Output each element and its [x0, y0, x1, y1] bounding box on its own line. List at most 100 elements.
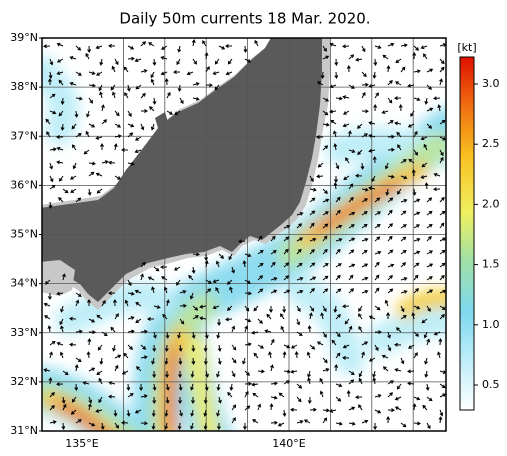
vector	[228, 253, 233, 261]
vector	[96, 188, 103, 194]
vector	[43, 44, 51, 49]
vector	[387, 249, 394, 255]
vector	[386, 65, 391, 73]
vector	[344, 318, 350, 325]
vector	[192, 96, 200, 101]
vector	[333, 130, 337, 138]
lat-label: 31°N	[10, 424, 38, 437]
vector	[216, 370, 220, 378]
vector	[400, 210, 407, 216]
vector	[322, 122, 330, 127]
vector	[335, 263, 342, 268]
vector	[283, 275, 290, 281]
vector	[140, 355, 148, 360]
vector	[396, 383, 402, 390]
vector	[335, 288, 342, 294]
vector	[56, 382, 64, 387]
vector	[348, 379, 355, 385]
vector	[87, 188, 92, 196]
vector	[342, 304, 350, 309]
vector	[88, 123, 96, 128]
vector	[426, 250, 434, 255]
vector	[205, 279, 212, 284]
vector	[374, 344, 379, 352]
vector	[342, 95, 350, 100]
vector	[242, 260, 247, 268]
vector	[110, 84, 116, 91]
vector	[400, 357, 405, 365]
vector	[333, 305, 338, 313]
vector	[98, 377, 103, 385]
vector	[335, 396, 342, 402]
vector	[316, 341, 324, 346]
vector	[135, 366, 142, 372]
vector	[413, 274, 419, 281]
vector	[433, 172, 441, 177]
current-speed-field	[42, 55, 446, 431]
vector	[381, 354, 389, 359]
colorbar-label: 2.5	[482, 137, 500, 150]
colorbar-label: 2.0	[482, 197, 500, 210]
vector	[87, 338, 92, 346]
vector	[149, 106, 155, 112]
vector	[361, 249, 368, 255]
vector	[368, 186, 376, 191]
vector	[368, 148, 376, 153]
vector	[361, 341, 369, 346]
vector	[47, 325, 52, 333]
vector	[127, 56, 135, 61]
vector	[268, 351, 272, 359]
vector	[410, 110, 415, 117]
vector	[134, 149, 142, 154]
vector	[59, 175, 64, 182]
vector	[101, 300, 106, 307]
vector	[95, 136, 103, 140]
vector	[347, 130, 352, 138]
vector	[387, 380, 395, 385]
vector	[257, 369, 265, 374]
vector	[296, 318, 301, 326]
vector	[225, 44, 233, 49]
vector	[387, 42, 395, 47]
vector	[134, 409, 142, 414]
vector	[426, 68, 434, 73]
vector	[309, 175, 314, 182]
vector	[173, 266, 181, 271]
vector	[361, 187, 369, 192]
vector	[101, 119, 108, 125]
vector	[335, 421, 343, 426]
vector	[153, 266, 160, 272]
vector	[439, 78, 443, 86]
vector	[439, 222, 445, 229]
vector	[165, 331, 170, 339]
vector	[176, 58, 181, 66]
vector	[342, 355, 350, 360]
vector	[384, 299, 389, 307]
vector	[372, 377, 377, 385]
vector	[269, 403, 274, 411]
vector	[152, 344, 157, 352]
vector	[48, 201, 53, 209]
vector	[317, 162, 324, 168]
vector	[439, 58, 445, 65]
vector	[335, 383, 343, 388]
vector	[439, 314, 445, 320]
vector	[179, 318, 185, 325]
vector	[112, 344, 116, 352]
vector	[188, 274, 194, 281]
vector	[282, 351, 287, 359]
vector	[147, 316, 155, 321]
vector	[244, 253, 252, 258]
vector	[320, 71, 325, 79]
vector	[426, 276, 433, 281]
vector	[270, 338, 275, 346]
vector	[147, 276, 155, 281]
vector	[49, 175, 54, 183]
vector	[433, 331, 441, 336]
vector	[165, 370, 170, 378]
vector	[87, 45, 92, 53]
vector	[127, 344, 133, 350]
vector	[421, 162, 428, 168]
vector	[71, 144, 77, 151]
vector	[334, 364, 339, 372]
